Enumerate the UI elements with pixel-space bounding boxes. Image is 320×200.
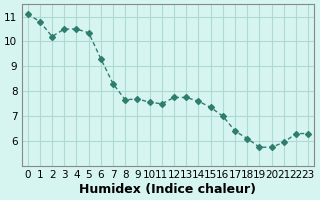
X-axis label: Humidex (Indice chaleur): Humidex (Indice chaleur) <box>79 183 256 196</box>
